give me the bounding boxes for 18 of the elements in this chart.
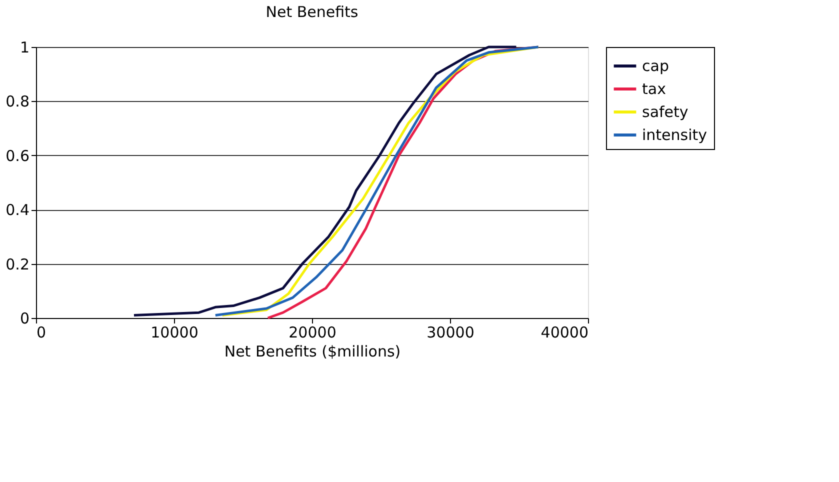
legend-label: tax xyxy=(642,80,666,98)
y-tick-label: 0.6 xyxy=(6,146,30,165)
legend-label: cap xyxy=(642,57,669,75)
x-tick-label: 40000 xyxy=(540,324,588,342)
x-tick-label: 10000 xyxy=(150,324,198,342)
line-series xyxy=(132,46,518,317)
y-tick-label: 0.8 xyxy=(6,92,30,111)
legend-label: intensity xyxy=(642,126,708,144)
y-tick-label: 0.4 xyxy=(6,201,30,220)
x-axis-title: Net Benefits ($millions) xyxy=(224,342,401,360)
chart-title: Net Benefits xyxy=(266,3,358,21)
y-tick-label: 0 xyxy=(20,310,30,328)
x-tick-label: 0 xyxy=(36,324,46,342)
x-tick-label: 20000 xyxy=(288,324,336,342)
legend-label: safety xyxy=(642,103,688,121)
x-tick-label: 30000 xyxy=(426,324,474,342)
y-tick-label: 1 xyxy=(20,38,30,56)
y-tick-label: 0.2 xyxy=(6,255,30,274)
